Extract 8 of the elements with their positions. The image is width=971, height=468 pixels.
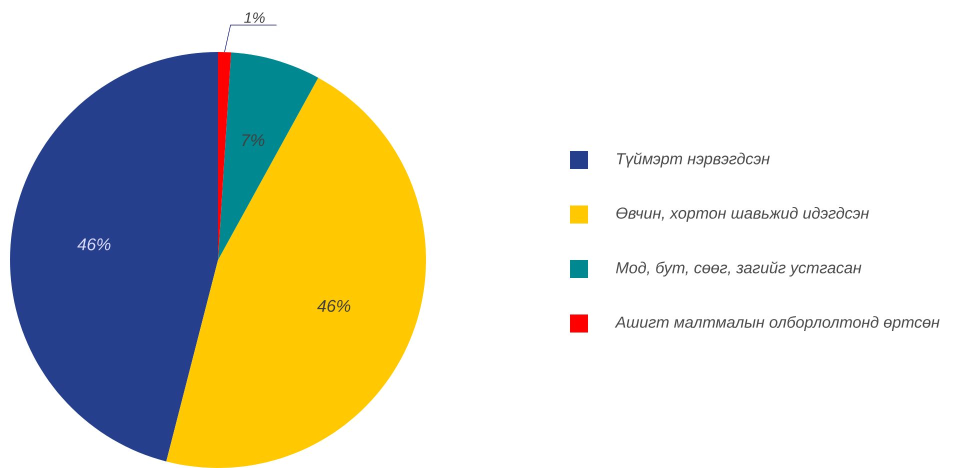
legend-label: Өвчин, хортон шавьжид идэгдсэн [616, 207, 869, 222]
legend-label: Мод, бут, сөөг, загийг устгасан [616, 261, 862, 277]
data-label: 46% [77, 238, 110, 250]
legend-label: Ашигт малтмалын олборлолтонд өртсөн [614, 316, 940, 331]
data-label: 46% [317, 300, 350, 312]
data-label: 1% [244, 12, 265, 23]
legend-label: Түймэрт нэрвэгдсэн [616, 152, 770, 168]
data-label: 7% [242, 134, 264, 146]
